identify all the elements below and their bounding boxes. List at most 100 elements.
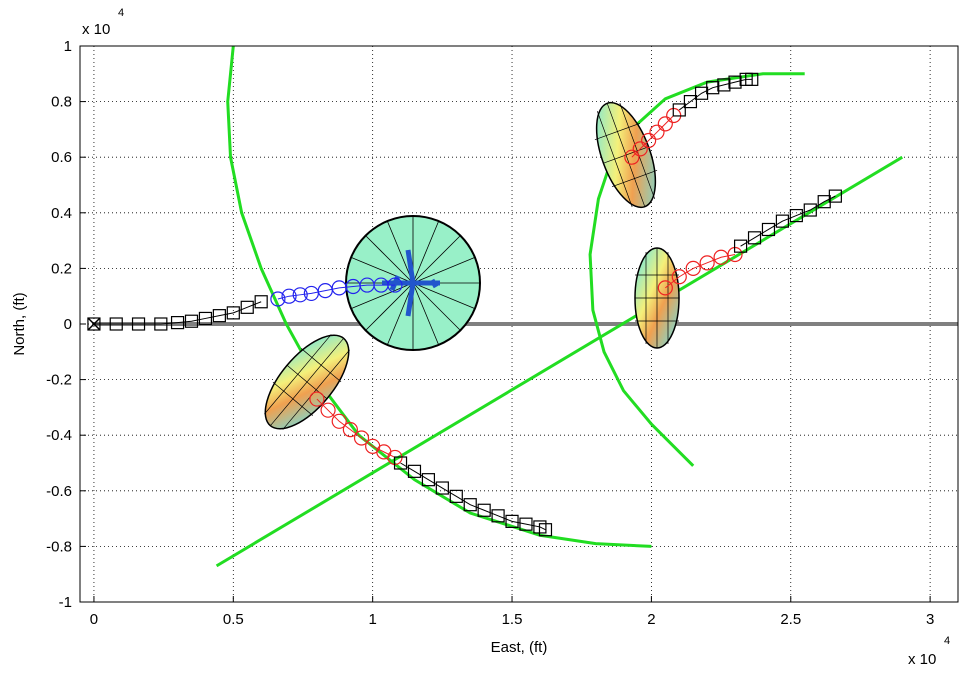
x-tick-label: 3	[926, 611, 934, 628]
x-scale-exponent: 4	[944, 635, 950, 647]
circle-marker	[641, 132, 657, 149]
circle-marker	[649, 124, 665, 140]
circle-marker	[632, 141, 648, 157]
spoke	[365, 235, 414, 284]
square-marker	[761, 222, 776, 237]
circle-marker	[671, 269, 687, 285]
x-tick-label: 1.5	[502, 611, 523, 628]
spoke	[412, 235, 461, 284]
markers	[87, 72, 842, 537]
ellipse-top	[594, 101, 658, 209]
square-marker	[733, 239, 748, 253]
ellipse-left	[264, 334, 350, 430]
x-tick-label: 0	[90, 611, 98, 628]
square-marker	[717, 78, 731, 92]
spoke	[412, 282, 461, 331]
y-tick-label: 0.4	[51, 205, 72, 222]
square-marker	[828, 189, 842, 203]
mesh	[635, 248, 679, 348]
y-tick-label: -0.2	[46, 372, 72, 389]
square-marker	[463, 498, 477, 512]
ellipse-mid	[634, 247, 680, 349]
y-tick-label: -0.4	[46, 427, 72, 444]
circle-marker	[270, 291, 286, 307]
square-marker	[477, 503, 491, 517]
circle-marker	[281, 288, 297, 304]
y-tick-label: -0.6	[46, 483, 72, 500]
y-tick-label: 0.6	[51, 149, 72, 166]
spoke	[350, 282, 414, 310]
square-marker	[519, 517, 533, 531]
square-marker	[170, 316, 185, 330]
circle-marker	[624, 149, 640, 165]
grid	[80, 45, 958, 603]
square-marker	[198, 311, 213, 326]
square-marker	[254, 295, 268, 309]
square-marker	[407, 464, 422, 478]
square-marker	[491, 509, 505, 523]
square-marker	[131, 317, 146, 331]
spoke	[412, 282, 440, 346]
square-marker	[728, 75, 742, 89]
square-marker	[393, 456, 408, 470]
x-axis-label: East, (ft)	[491, 639, 548, 656]
y-tick-label: -1	[59, 594, 72, 611]
x-tick-label: 0.5	[223, 611, 244, 628]
square-marker	[184, 314, 199, 328]
y-tick-label: -0.8	[46, 538, 72, 555]
square-marker	[803, 203, 817, 217]
spoke	[386, 220, 414, 284]
ticks: 0 0.5 1 1.5 2 2.5 3 -1 -0.8 -0.6 -0.4 -0.2 0 0.2 0.4 0.…	[46, 38, 934, 628]
mesh	[594, 102, 658, 208]
series-line	[740, 195, 836, 247]
square-marker	[421, 473, 436, 487]
spoke	[412, 256, 476, 284]
circle-marker	[685, 260, 701, 276]
circle-marker	[657, 280, 673, 296]
square-marker	[435, 481, 449, 495]
circle-marker	[292, 287, 308, 303]
series-line	[400, 462, 546, 531]
square-marker	[449, 489, 463, 503]
y-tick-label: 0	[64, 316, 72, 333]
square-marker	[672, 103, 686, 117]
circle-marker	[342, 422, 358, 438]
square-marker	[226, 306, 240, 320]
circle-marker	[387, 277, 403, 293]
x-scale-base: x 10	[908, 651, 936, 668]
square-marker	[789, 208, 803, 223]
square-marker	[109, 317, 123, 331]
aircraft-icon	[382, 249, 440, 317]
square-marker	[706, 81, 720, 95]
y-axis-label: North, (ft)	[11, 292, 28, 355]
spoke	[386, 282, 414, 346]
square-marker	[212, 309, 226, 323]
square-marker	[745, 72, 759, 86]
series-line	[93, 301, 262, 325]
y-tick-label: 1	[64, 38, 72, 55]
square-marker	[505, 514, 519, 528]
square-marker	[747, 231, 762, 245]
series-line	[631, 115, 675, 158]
circle-marker	[353, 430, 370, 446]
circle-marker	[657, 116, 673, 132]
x-tick-label: 2.5	[780, 611, 801, 628]
spoke	[365, 282, 414, 331]
mesh	[264, 334, 350, 430]
spoke	[412, 220, 440, 284]
circle-marker	[331, 413, 347, 429]
square-marker	[87, 317, 101, 331]
x-tick-label: 2	[647, 611, 655, 628]
square-marker	[154, 317, 168, 331]
circle-marker	[699, 255, 715, 271]
square-marker	[538, 523, 553, 537]
square-marker	[240, 300, 254, 314]
spoke	[412, 282, 476, 310]
y-tick-label: 0.2	[51, 260, 72, 277]
y-tick-label: 0.8	[51, 94, 72, 111]
circle-marker	[320, 402, 336, 418]
sensor-disc	[345, 215, 481, 351]
start-cross	[87, 317, 101, 331]
